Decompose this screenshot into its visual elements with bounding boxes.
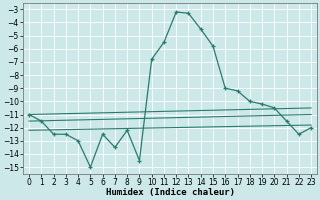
X-axis label: Humidex (Indice chaleur): Humidex (Indice chaleur)	[106, 188, 235, 197]
